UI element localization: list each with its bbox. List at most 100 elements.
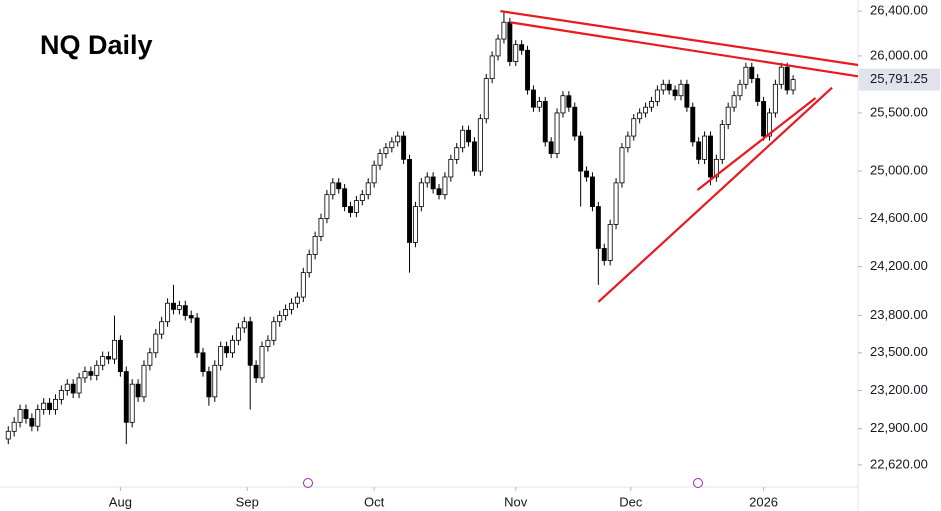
candle-body: [271, 321, 277, 341]
candle-body: [430, 176, 436, 190]
candle-body: [672, 89, 678, 97]
candle-body: [241, 321, 247, 329]
candle-body: [289, 302, 294, 310]
y-tick-label: 25,500.00: [870, 104, 928, 119]
candle-body: [259, 346, 265, 379]
candle-body: [767, 112, 772, 137]
y-tick-label: 23,800.00: [870, 307, 928, 322]
candle-body: [401, 135, 407, 160]
candle-body: [477, 118, 483, 172]
candle-body: [253, 364, 259, 379]
candle-body: [218, 346, 224, 366]
candle-body: [383, 147, 389, 154]
candle-body: [595, 206, 601, 249]
candle-body: [112, 339, 117, 360]
candle-body: [224, 346, 230, 354]
candle-body: [731, 95, 737, 108]
candle-body: [194, 317, 200, 354]
y-tick-label: 25,000.00: [870, 163, 928, 178]
candle-body: [513, 44, 519, 62]
candle-body: [41, 402, 47, 410]
candle-body: [725, 106, 731, 125]
y-tick-label: 22,900.00: [870, 420, 928, 435]
candle-body: [772, 83, 778, 114]
candle-body: [436, 188, 442, 196]
candle-body: [554, 112, 560, 154]
trendline: [597, 86, 833, 303]
candle-body: [165, 302, 171, 323]
candle-body: [212, 364, 218, 398]
candle-body: [294, 296, 300, 304]
candle-body: [613, 182, 619, 225]
candle-body: [625, 135, 631, 149]
y-tick-label: 24,600.00: [870, 210, 928, 225]
candle-body: [29, 418, 35, 427]
candle-body: [159, 321, 165, 335]
x-tick-label: Sep: [236, 494, 259, 509]
x-tick-label: Aug: [109, 494, 132, 509]
candle-body: [719, 124, 725, 160]
candle-body: [578, 135, 584, 172]
candle-body: [283, 308, 289, 316]
candle-body: [365, 182, 371, 196]
candle-body: [696, 141, 702, 160]
candle-body: [649, 101, 654, 108]
candle-body: [489, 55, 495, 80]
candle-body: [336, 182, 342, 190]
candle-body: [584, 170, 590, 178]
candle-body: [412, 206, 418, 243]
candle-body: [17, 409, 23, 423]
candle-body: [737, 83, 743, 97]
candle-body: [206, 371, 212, 398]
y-tick-label: 26,400.00: [870, 3, 928, 18]
candle-body: [35, 409, 41, 427]
candle-body: [58, 390, 64, 400]
candle-body: [76, 377, 82, 394]
candle-body: [147, 352, 153, 366]
candle-body: [501, 21, 507, 40]
candle-body: [64, 383, 70, 391]
y-tick-label: 24,200.00: [870, 258, 928, 273]
candle-body: [525, 49, 531, 91]
candle-body: [324, 194, 330, 219]
candle-body: [755, 78, 761, 102]
candle-body: [454, 147, 460, 160]
candle-body: [129, 383, 135, 423]
candle-body: [560, 95, 566, 114]
candle-body: [460, 129, 466, 149]
candle-body: [702, 135, 708, 160]
candle-body: [713, 158, 719, 178]
candle-body: [342, 188, 348, 207]
candle-body: [247, 321, 253, 366]
candle-body: [88, 371, 94, 376]
trendline: [500, 10, 859, 67]
candle-body: [171, 302, 176, 310]
event-icon[interactable]: [303, 478, 703, 488]
price-label: 25,791.25: [870, 71, 928, 86]
candle-body: [353, 200, 359, 213]
candle-body: [94, 364, 100, 376]
candle-body: [666, 83, 672, 91]
candle-body: [637, 112, 643, 120]
x-tick-label: 2026: [749, 494, 778, 509]
candle-body: [235, 327, 241, 341]
candle-body: [106, 356, 112, 360]
candle-body: [123, 371, 129, 423]
candle-body: [424, 176, 430, 184]
candle-body: [749, 66, 755, 80]
y-tick-label: 23,500.00: [870, 344, 928, 359]
price-label-box: [859, 68, 940, 91]
candle-body: [141, 364, 147, 398]
candle-body: [277, 315, 283, 323]
candle-body: [566, 95, 572, 108]
candle-body: [312, 236, 318, 255]
chart-title: NQ Daily: [40, 30, 153, 60]
candle-body: [631, 118, 637, 137]
candle-body: [330, 182, 336, 196]
candle-body: [418, 182, 424, 207]
trendline: [696, 97, 817, 191]
candle-body: [182, 305, 188, 316]
candle-body: [348, 206, 353, 213]
